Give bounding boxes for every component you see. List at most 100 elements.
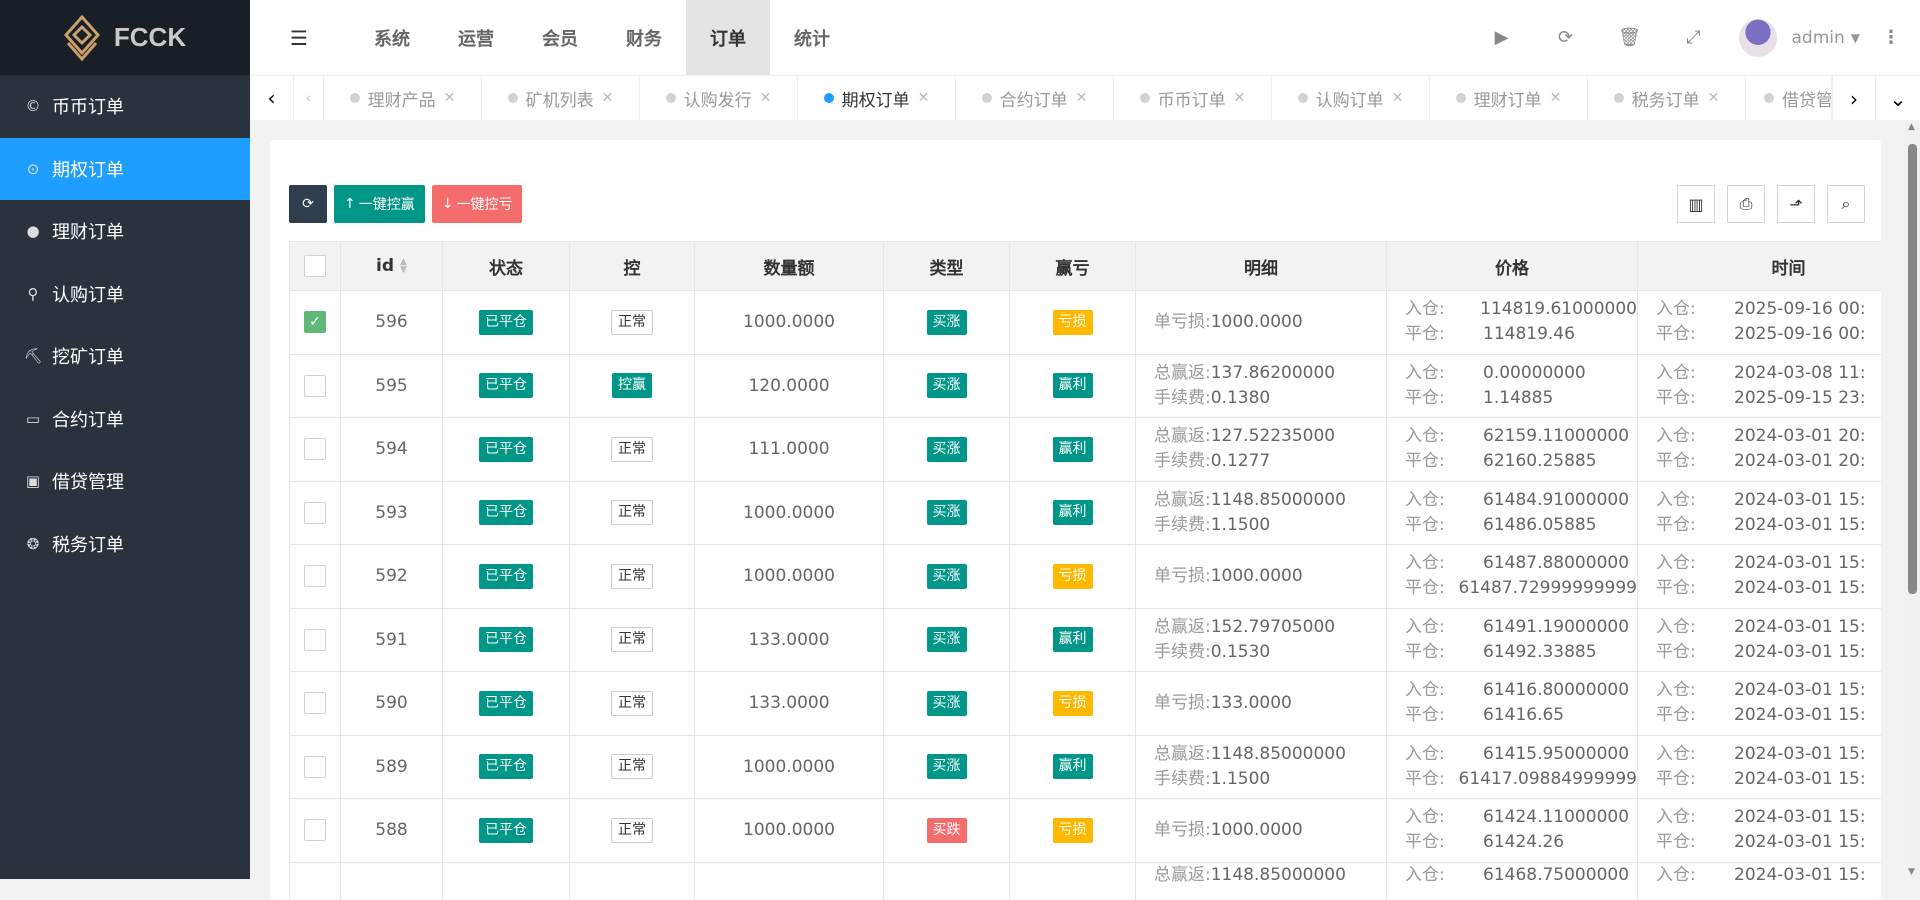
row-checkbox[interactable] bbox=[304, 819, 326, 842]
tab-scroll-right-icon[interactable]: › bbox=[1832, 76, 1876, 120]
top-nav-item[interactable]: 会员 bbox=[542, 28, 578, 50]
tab-item[interactable]: 理财产品 ✕ bbox=[324, 76, 482, 120]
refresh-button[interactable]: ⟳ bbox=[289, 185, 327, 223]
export-button[interactable]: ⬏ bbox=[1777, 185, 1815, 223]
tab-item[interactable]: 认购订单 ✕ bbox=[1272, 76, 1430, 120]
fullscreen-icon[interactable]: ⤢ bbox=[1686, 27, 1701, 48]
tab-close-icon[interactable]: ✕ bbox=[1707, 90, 1720, 106]
tab-dropdown-icon[interactable]: ⌄ bbox=[1889, 86, 1907, 111]
control-lose-all-button[interactable]: ↓ 一键控亏 bbox=[431, 185, 523, 223]
scrollbar-thumb[interactable] bbox=[1908, 144, 1917, 594]
control-badge[interactable]: 正常 bbox=[611, 500, 653, 526]
top-nav-item[interactable]: 统计 bbox=[794, 28, 830, 50]
control-badge[interactable]: 正常 bbox=[611, 436, 653, 462]
tab-close-icon[interactable]: ✕ bbox=[1075, 90, 1088, 106]
more-vertical-icon[interactable]: ⋮ bbox=[1882, 27, 1900, 48]
tab-item[interactable]: 税务订单 ✕ bbox=[1588, 76, 1746, 120]
open-label: 入仓: bbox=[1656, 426, 1696, 447]
top-nav-item[interactable]: 财务 bbox=[626, 28, 662, 50]
top-nav-item[interactable]: 系统 bbox=[374, 28, 410, 50]
sidebar-item[interactable]: ● 理财订单 bbox=[0, 200, 250, 263]
sidebar-item[interactable]: ⚲ 认购订单 bbox=[0, 263, 250, 326]
column-header[interactable]: 类型 bbox=[883, 241, 1010, 291]
tab-item[interactable]: 认购发行 ✕ bbox=[640, 76, 798, 120]
logo[interactable]: FCCK bbox=[0, 0, 250, 75]
table-row[interactable]: ✓ 596 已平仓 正常 1000.0000 买涨 亏损 单亏损: 1000.0000 入仓: 11… bbox=[289, 290, 1881, 355]
column-header[interactable]: 价格 bbox=[1386, 241, 1638, 291]
column-header[interactable]: 状态 bbox=[442, 241, 570, 291]
detail-label: 手续费: bbox=[1154, 768, 1211, 789]
avatar[interactable] bbox=[1739, 18, 1778, 57]
sidebar-item[interactable]: ▣ 借贷管理 bbox=[0, 450, 250, 513]
table-row[interactable]: 589 已平仓 正常 1000.0000 买涨 赢利 总赢返: 1148.85000000 手续… bbox=[289, 734, 1881, 799]
scroll-down-icon[interactable]: ▼ bbox=[1908, 867, 1915, 877]
sidebar-item[interactable]: © 币币订单 bbox=[0, 75, 250, 138]
control-badge[interactable]: 正常 bbox=[611, 754, 653, 780]
search-button[interactable]: ⌕ bbox=[1827, 185, 1865, 223]
table-row[interactable]: 总赢返: 1148.85000000 入仓: 61468.75000000 入仓: 202… bbox=[289, 861, 1881, 900]
table-row[interactable]: 591 已平仓 正常 133.0000 买涨 赢利 总赢返: 152.79705000 手续费:… bbox=[289, 607, 1881, 672]
row-checkbox[interactable] bbox=[304, 628, 326, 651]
column-header[interactable]: id ▲ ▼ bbox=[340, 241, 443, 291]
table-row[interactable]: 595 已平仓 控赢 120.0000 买涨 赢利 总赢返: 137.86200000 手续费:… bbox=[289, 353, 1881, 418]
tab-close-icon[interactable]: ✕ bbox=[759, 90, 772, 106]
tab-item[interactable]: 矿机列表 ✕ bbox=[482, 76, 640, 120]
username[interactable]: admin bbox=[1791, 27, 1845, 48]
print-button[interactable]: ⎙ bbox=[1727, 185, 1765, 223]
columns-filter-button[interactable]: ▥ bbox=[1677, 185, 1715, 223]
tab-close-icon[interactable]: ✕ bbox=[1391, 90, 1404, 106]
table-row[interactable]: 590 已平仓 正常 133.0000 买涨 亏损 单亏损: 133.0000 入仓: 61416… bbox=[289, 671, 1881, 736]
top-nav-item[interactable]: 运营 bbox=[458, 28, 494, 50]
control-badge[interactable]: 控赢 bbox=[612, 373, 652, 399]
play-icon[interactable]: ▶ bbox=[1494, 27, 1509, 48]
tab-close-icon[interactable]: ✕ bbox=[1233, 90, 1246, 106]
control-badge[interactable]: 正常 bbox=[611, 309, 653, 335]
coins-icon: ❂ bbox=[26, 534, 40, 553]
row-checkbox[interactable] bbox=[304, 374, 326, 397]
column-header[interactable]: 赢亏 bbox=[1009, 241, 1136, 291]
control-badge[interactable]: 正常 bbox=[611, 563, 653, 589]
select-all-checkbox[interactable] bbox=[304, 255, 326, 277]
tab-item[interactable]: 合约订单 ✕ bbox=[956, 76, 1114, 120]
control-win-all-button[interactable]: ↑ 一键控赢 bbox=[334, 185, 425, 223]
sidebar-item[interactable]: ▭ 合约订单 bbox=[0, 388, 250, 451]
tab-item[interactable]: 理财订单 ✕ bbox=[1430, 76, 1588, 120]
row-checkbox[interactable] bbox=[304, 438, 326, 461]
tab-prev-icon[interactable]: ‹ bbox=[294, 76, 324, 120]
row-checkbox[interactable] bbox=[304, 692, 326, 715]
tab-scroll-left-icon[interactable]: ‹ bbox=[250, 76, 294, 120]
menu-toggle-icon[interactable]: ☰ bbox=[290, 25, 308, 50]
sidebar-item[interactable]: ❂ 税务订单 bbox=[0, 513, 250, 576]
tab-close-icon[interactable]: ✕ bbox=[601, 90, 614, 106]
top-nav-item[interactable]: 订单 bbox=[686, 0, 770, 75]
tab-close-icon[interactable]: ✕ bbox=[917, 90, 930, 106]
sort-icon[interactable]: ▲ ▼ bbox=[400, 257, 407, 275]
control-badge[interactable]: 正常 bbox=[611, 690, 653, 716]
sidebar-item[interactable]: ⛏ 挖矿订单 bbox=[0, 325, 250, 388]
sidebar-item[interactable]: ⊙ 期权订单 bbox=[0, 137, 250, 200]
trash-icon[interactable]: 🗑 bbox=[1618, 27, 1641, 48]
page-scrollbar[interactable]: ▲ ▼ bbox=[1905, 120, 1920, 879]
row-checkbox[interactable] bbox=[304, 755, 326, 778]
row-checkbox[interactable] bbox=[304, 501, 326, 524]
control-badge[interactable]: 正常 bbox=[611, 817, 653, 843]
table-row[interactable]: 593 已平仓 正常 1000.0000 买涨 赢利 总赢返: 1148.85000000 手续… bbox=[289, 480, 1881, 545]
tab-item[interactable]: 币币订单 ✕ bbox=[1114, 76, 1272, 120]
tab-item[interactable]: 借贷管 bbox=[1746, 76, 1832, 120]
control-badge[interactable]: 正常 bbox=[611, 627, 653, 653]
refresh-icon[interactable]: ⟳ bbox=[1557, 27, 1574, 48]
table-row[interactable]: 592 已平仓 正常 1000.0000 买涨 亏损 单亏损: 1000.0000 入仓: 614… bbox=[289, 544, 1881, 609]
table-row[interactable]: 588 已平仓 正常 1000.0000 买跌 亏损 单亏损: 1000.0000 入仓: 614… bbox=[289, 798, 1881, 863]
tab-close-icon[interactable]: ✕ bbox=[443, 90, 456, 106]
row-checkbox[interactable]: ✓ bbox=[304, 311, 326, 334]
tab-close-icon[interactable]: ✕ bbox=[1549, 90, 1562, 106]
chevron-down-icon[interactable]: ▼ bbox=[1850, 30, 1860, 45]
table-row[interactable]: 594 已平仓 正常 111.0000 买涨 赢利 总赢返: 127.52235000 手续费:… bbox=[289, 417, 1881, 482]
column-header[interactable]: 时间 bbox=[1637, 241, 1881, 291]
scroll-up-icon[interactable]: ▲ bbox=[1908, 122, 1915, 132]
column-header[interactable]: 数量额 bbox=[694, 241, 884, 291]
row-checkbox[interactable] bbox=[304, 565, 326, 588]
column-header[interactable]: 明细 bbox=[1135, 241, 1387, 291]
tab-item[interactable]: 期权订单 ✕ bbox=[798, 76, 956, 120]
column-header[interactable]: 控 bbox=[569, 241, 695, 291]
